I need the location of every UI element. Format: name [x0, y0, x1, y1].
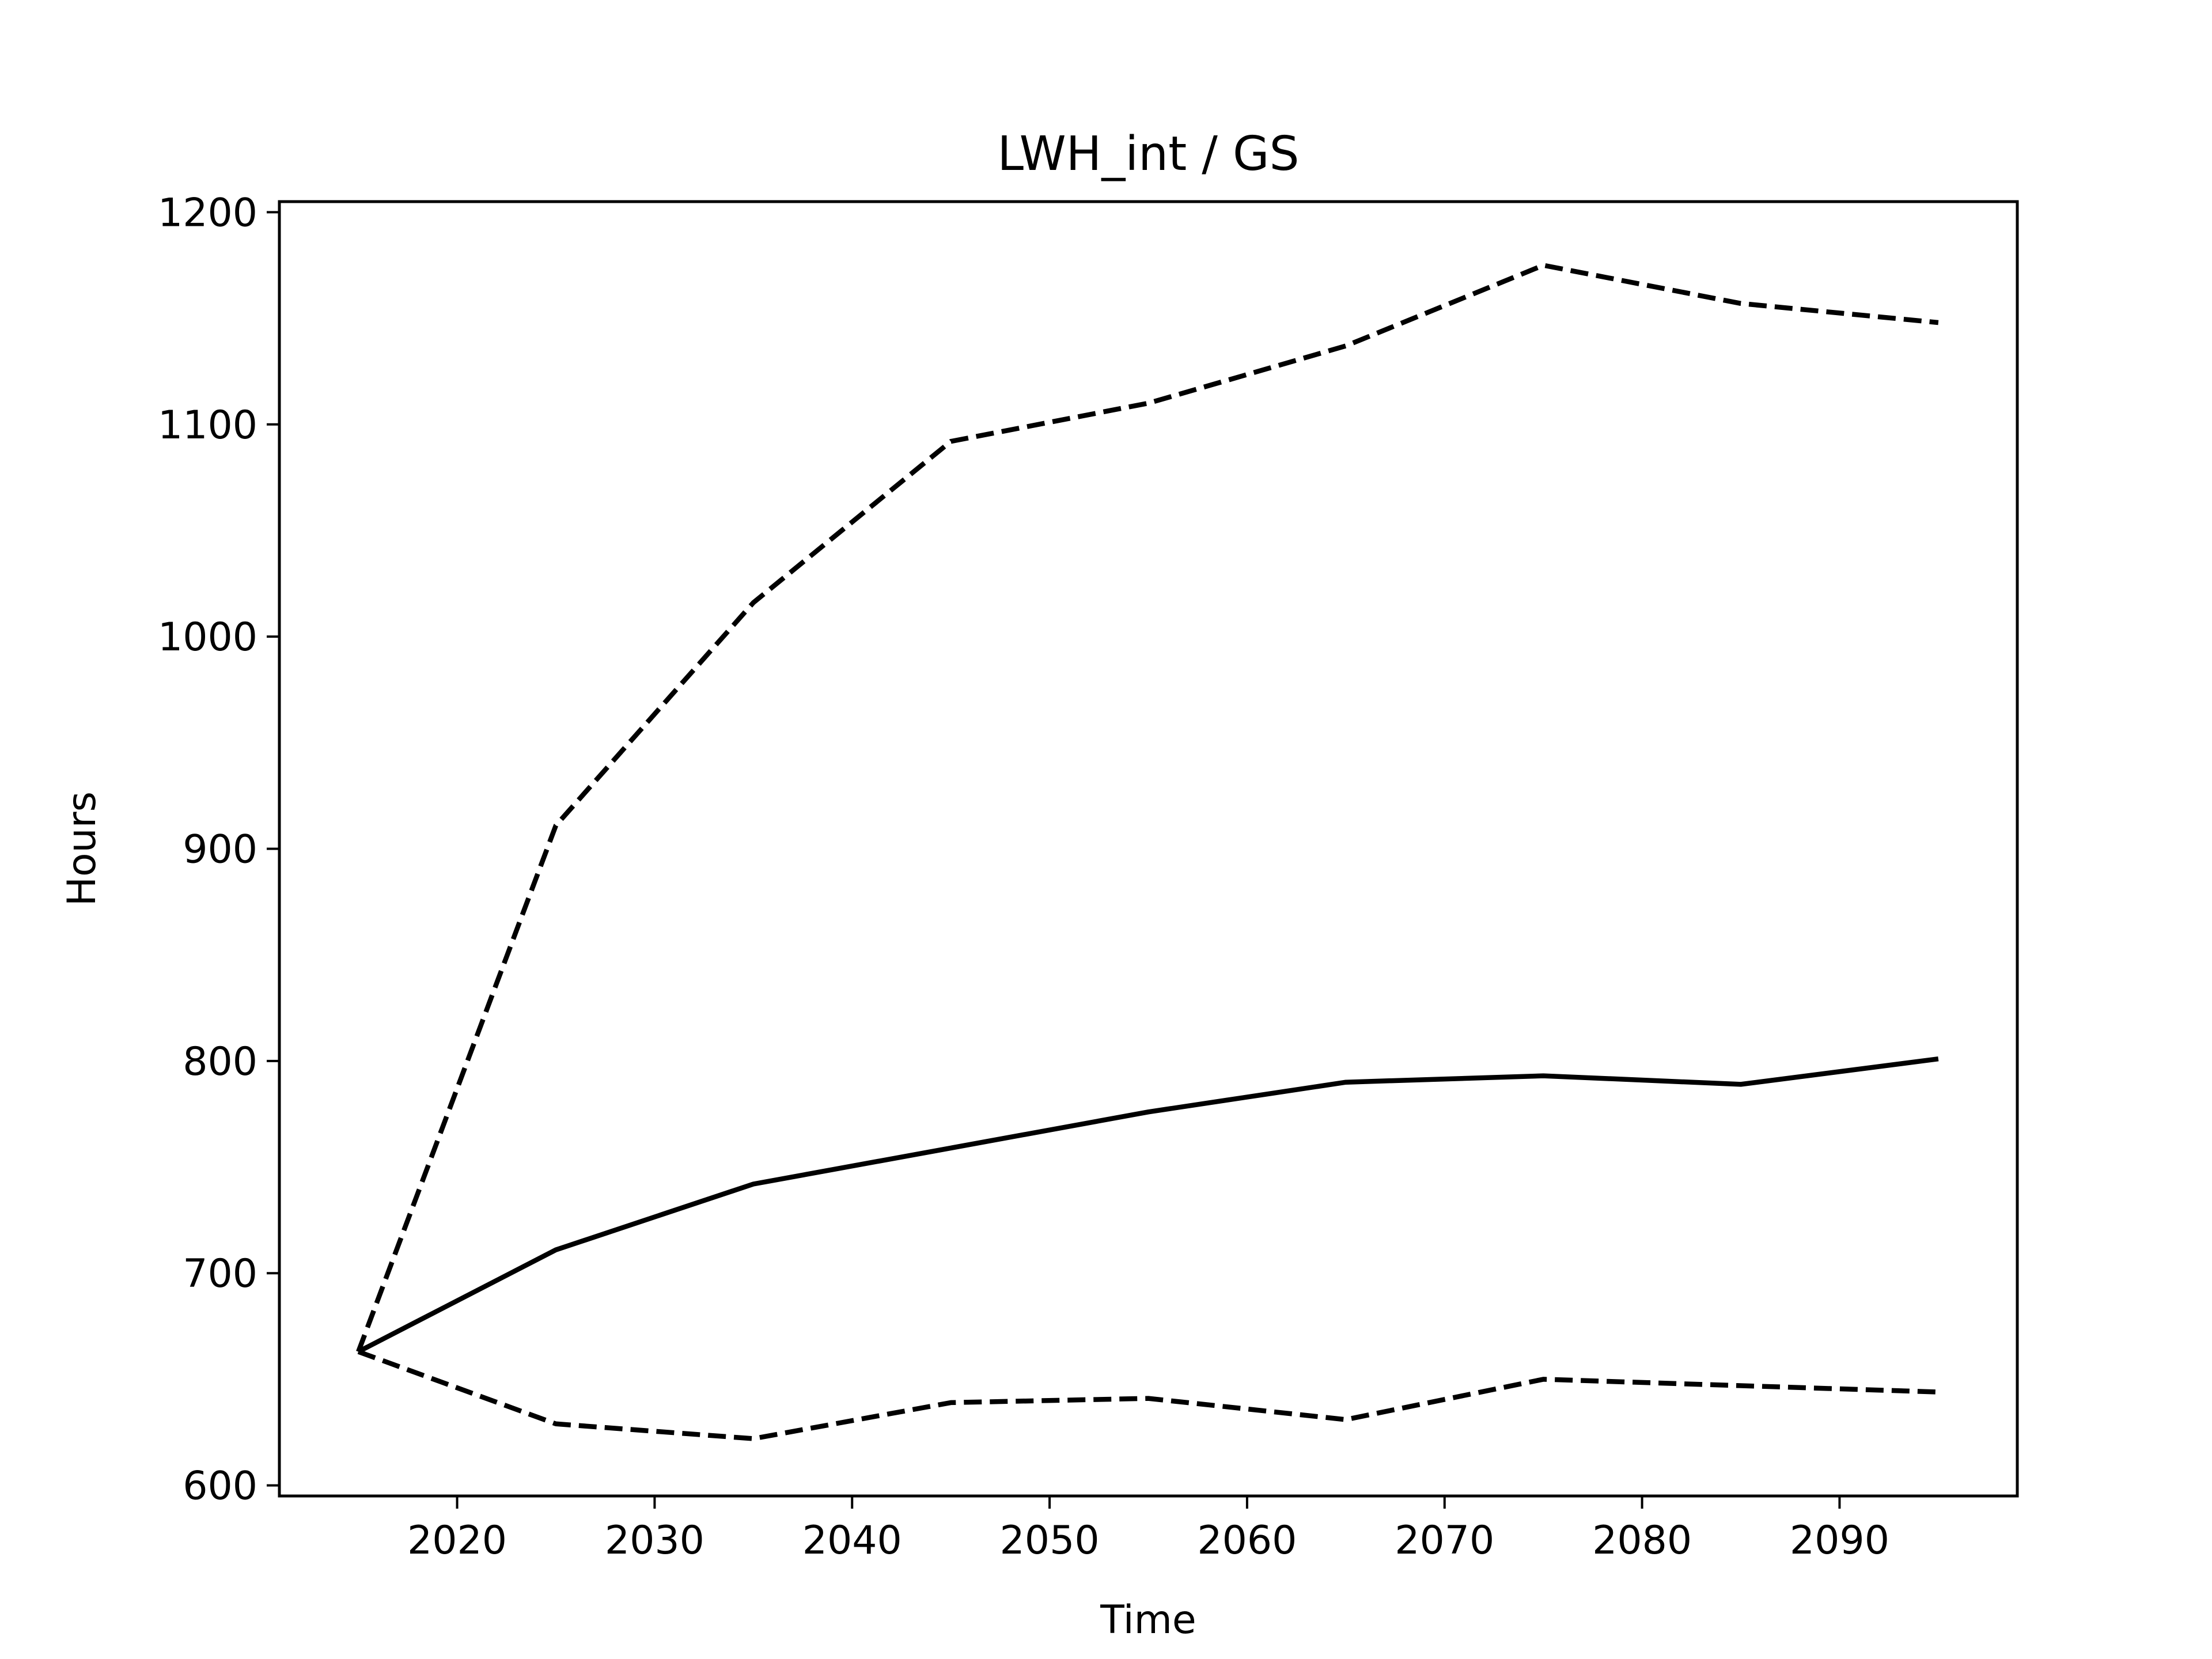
y-tick-label: 700	[183, 1251, 257, 1297]
y-axis-label: Hours	[59, 791, 105, 906]
x-axis-label: Time	[1100, 1597, 1196, 1643]
y-tick-label: 1100	[158, 403, 257, 448]
x-tick-label: 2060	[1197, 1518, 1297, 1563]
y-tick-label: 900	[183, 827, 257, 873]
dashed-series-line-3	[357, 1349, 1939, 1441]
x-tick-label: 2040	[802, 1518, 902, 1563]
x-tick-label: 2020	[407, 1518, 507, 1563]
y-tick-label: 800	[183, 1039, 257, 1085]
x-tick-label: 2090	[1790, 1518, 1889, 1563]
dashed-series-line-2	[356, 263, 1939, 1353]
series-layer	[356, 263, 1939, 1441]
x-tick-label: 2070	[1395, 1518, 1494, 1563]
y-tick-label: 600	[183, 1464, 257, 1509]
y-tick-label: 1200	[158, 190, 257, 236]
solid-series-line-1	[357, 1056, 1939, 1354]
x-axis: 2020 2030 2040 2050 2060 2070 2080 2090	[407, 1496, 1889, 1563]
x-tick-label: 2050	[1000, 1518, 1100, 1563]
x-tick-label: 2030	[605, 1518, 704, 1563]
chart-title: LWH_int / GS	[997, 127, 1299, 181]
x-tick-label: 2080	[1592, 1518, 1692, 1563]
y-axis: 600 700 800 900 1000 1100 1200	[158, 190, 279, 1509]
y-tick-label: 1000	[158, 615, 257, 660]
